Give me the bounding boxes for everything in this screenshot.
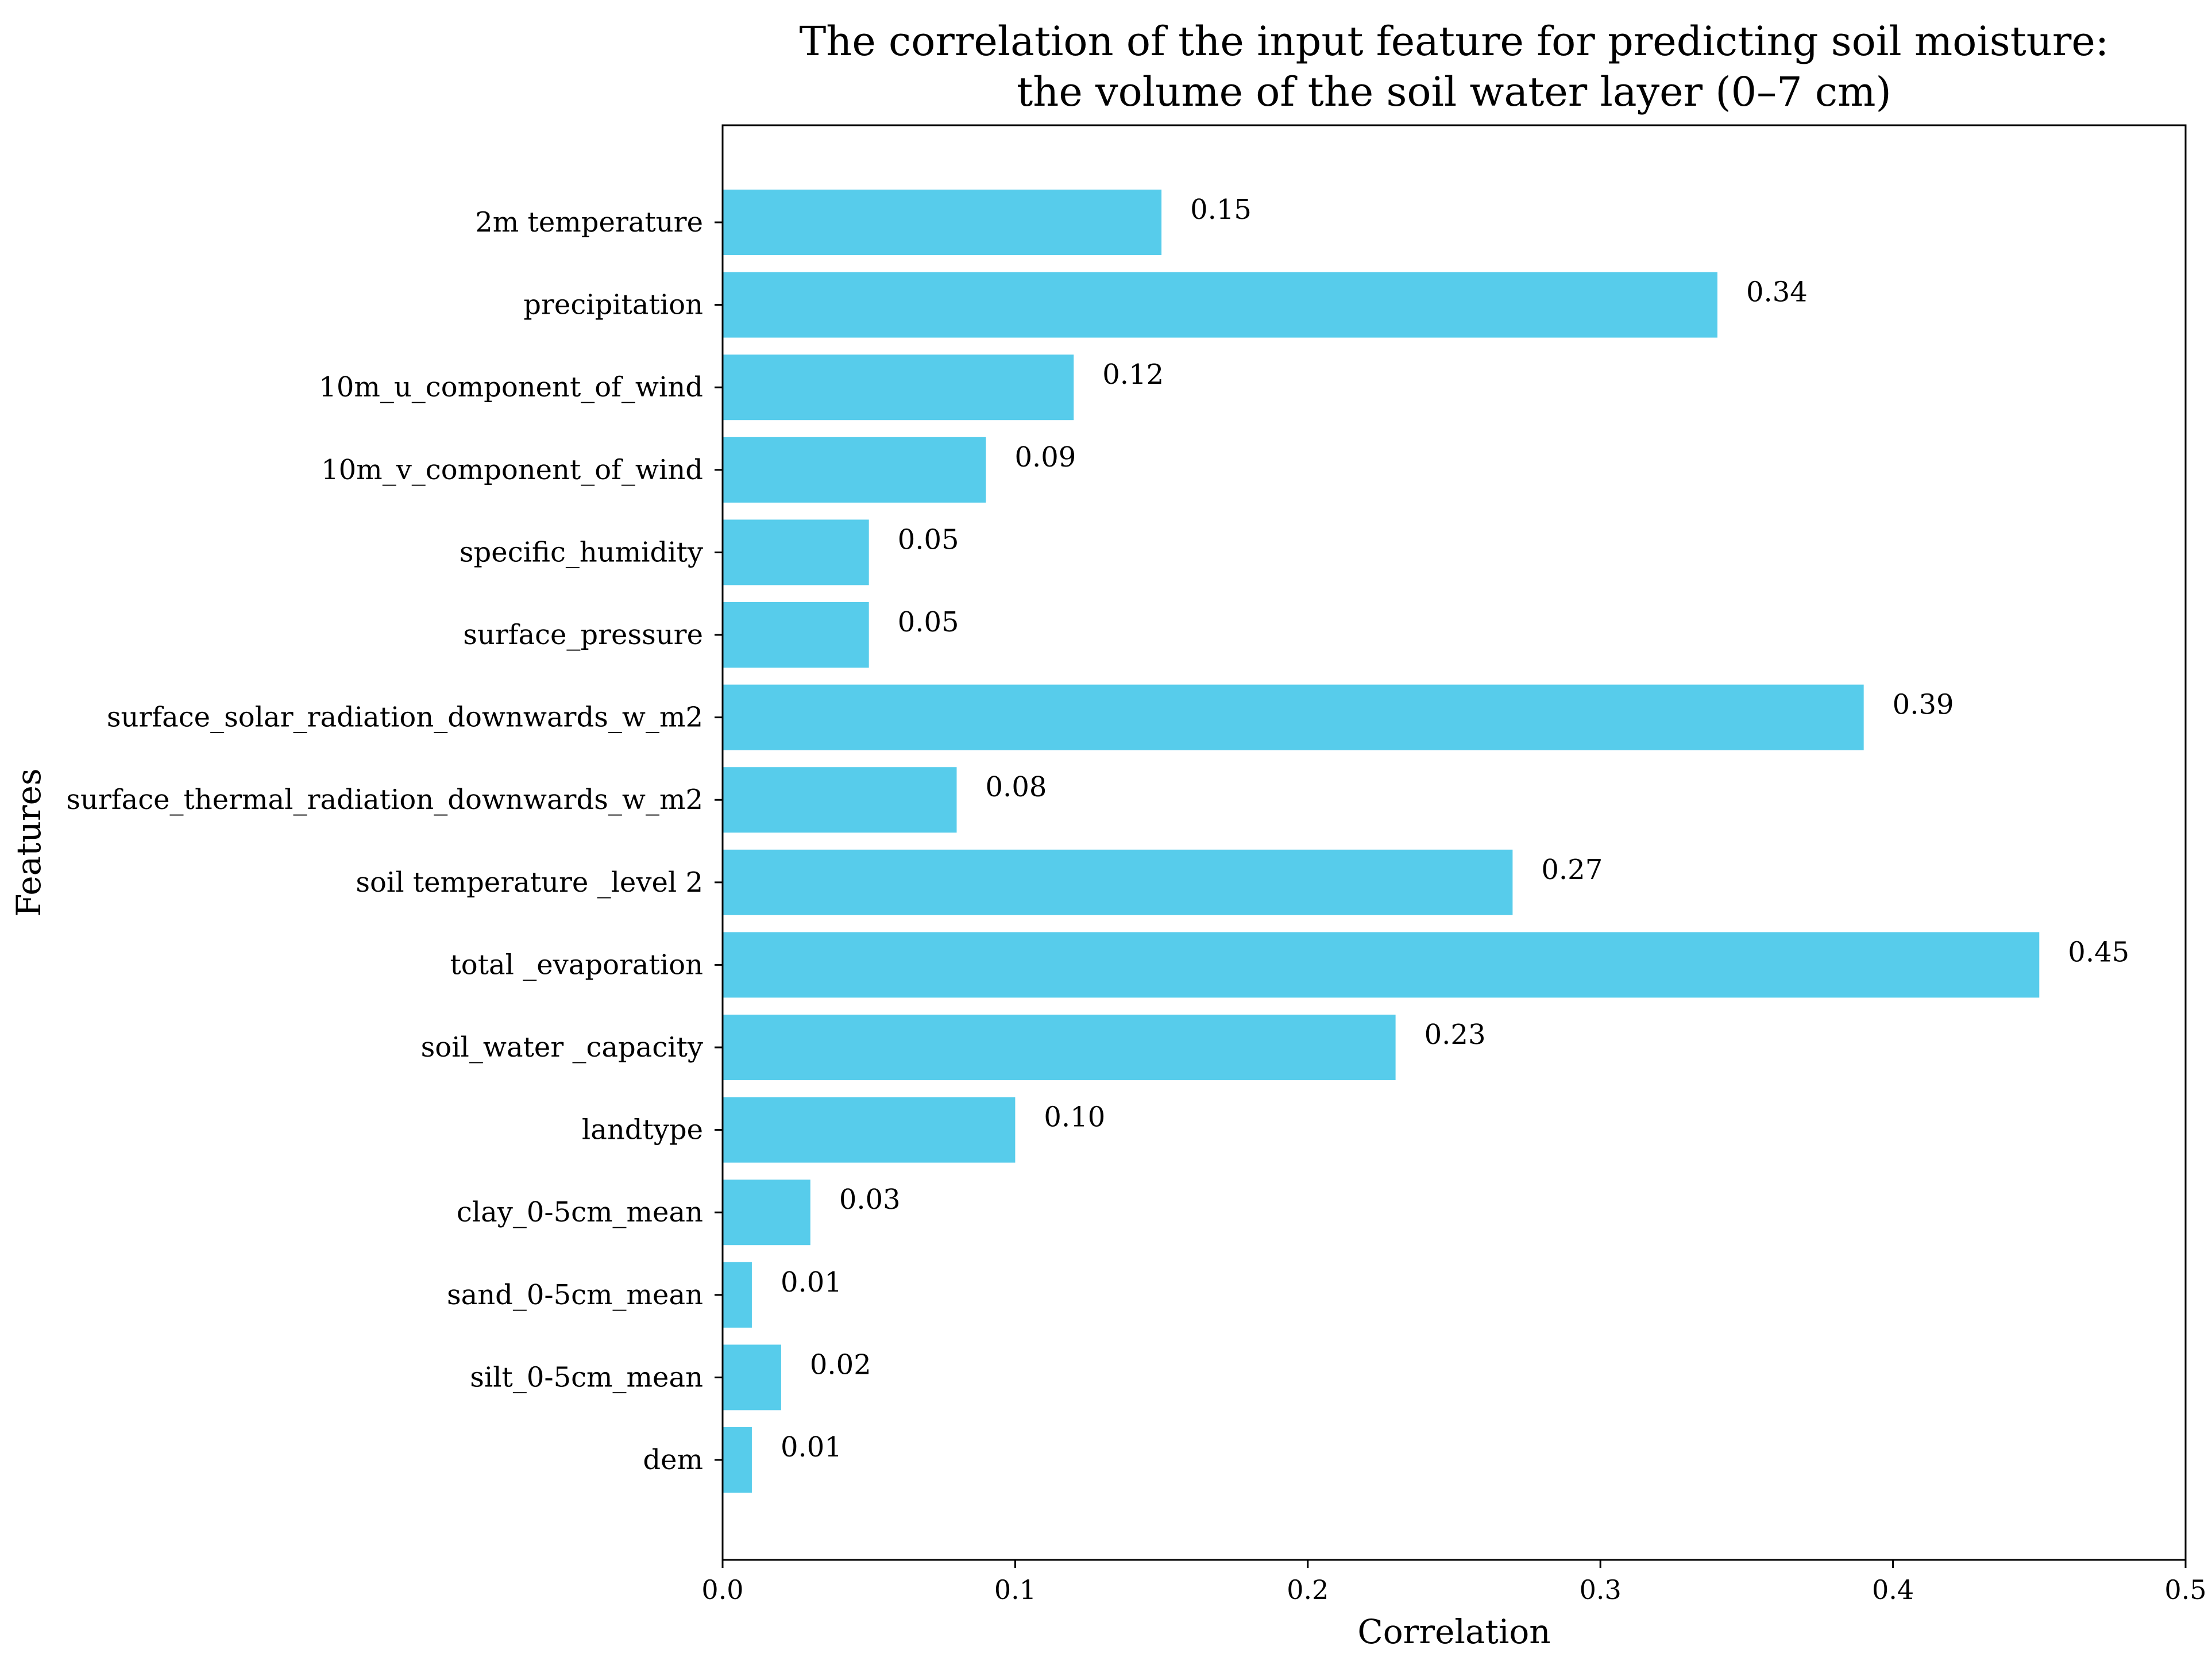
bar-14 — [723, 1344, 781, 1410]
category-label-0: 2m temperature — [475, 206, 703, 238]
category-label-10: soil_water _capacity — [421, 1031, 703, 1063]
value-label-7: 0.08 — [986, 771, 1047, 803]
bar-8 — [723, 849, 1513, 915]
chart-title-line-1: The correlation of the input feature for… — [800, 18, 2109, 65]
category-label-13: sand_0-5cm_mean — [447, 1279, 703, 1311]
value-label-8: 0.27 — [1541, 854, 1603, 886]
x-tick-label-3: 0.3 — [1580, 1574, 1622, 1605]
plot-area-frame — [721, 124, 2187, 1561]
bar-6 — [723, 684, 1864, 750]
bar-11 — [723, 1097, 1016, 1163]
category-label-15: dem — [643, 1444, 703, 1476]
bar-12 — [723, 1180, 810, 1246]
value-label-15: 0.01 — [781, 1431, 842, 1463]
value-label-3: 0.09 — [1014, 441, 1076, 473]
y-axis-category-labels: 2m temperature precipitation 10m_u_compone… — [66, 206, 723, 1476]
category-label-7: surface_thermal_radiation_downwards_w_m2 — [66, 784, 703, 816]
bar-4 — [723, 519, 869, 585]
value-label-9: 0.45 — [2068, 936, 2129, 968]
x-tick-label-0: 0.0 — [701, 1574, 743, 1605]
value-label-2: 0.12 — [1102, 359, 1164, 391]
bar-value-labels: 0.15 0.34 0.12 0.09 0.05 0.05 0.39 0.08 0.27 0.45… — [781, 194, 2129, 1463]
bars — [723, 190, 2040, 1493]
category-label-9: total _evaporation — [450, 949, 703, 981]
chart-title-line-2: the volume of the soil water layer (0–7 … — [1017, 68, 1891, 115]
value-label-5: 0.05 — [898, 606, 959, 638]
x-tick-label-4: 0.4 — [1872, 1574, 1914, 1605]
category-label-3: 10m_v_component_of_wind — [321, 454, 703, 486]
x-axis-ticks: 0.0 0.1 0.2 0.3 0.4 0.5 — [701, 1560, 2207, 1605]
category-label-1: precipitation — [523, 289, 703, 321]
category-label-2: 10m_u_component_of_wind — [319, 371, 703, 403]
bar-7 — [723, 767, 957, 833]
x-axis-label: Correlation — [1357, 1612, 1550, 1651]
category-label-6: surface_solar_radiation_downwards_w_m2 — [107, 702, 703, 734]
bar-10 — [723, 1015, 1396, 1080]
value-label-10: 0.23 — [1425, 1019, 1486, 1051]
category-label-5: surface_pressure — [463, 619, 703, 651]
bar-1 — [723, 272, 1717, 338]
value-label-0: 0.15 — [1190, 194, 1252, 226]
value-label-14: 0.02 — [810, 1348, 871, 1381]
bar-15 — [723, 1427, 752, 1493]
x-tick-label-5: 0.5 — [2164, 1574, 2206, 1605]
category-label-14: silt_0-5cm_mean — [470, 1361, 703, 1393]
x-tick-label-2: 0.2 — [1287, 1574, 1329, 1605]
category-label-11: landtype — [582, 1114, 703, 1146]
y-axis-label: Features — [9, 768, 48, 916]
chart-title: The correlation of the input feature for… — [800, 18, 2109, 115]
category-label-4: specific_humidity — [460, 536, 703, 568]
x-tick-label-1: 0.1 — [994, 1574, 1036, 1605]
value-label-4: 0.05 — [898, 523, 959, 556]
bar-3 — [723, 437, 986, 503]
bar-0 — [723, 190, 1162, 255]
bar-9 — [723, 932, 2040, 998]
bar-13 — [723, 1262, 752, 1328]
bar-5 — [723, 602, 869, 668]
value-label-12: 0.03 — [839, 1184, 901, 1216]
value-label-13: 0.01 — [781, 1266, 842, 1298]
value-label-1: 0.34 — [1746, 276, 1808, 309]
category-label-12: clay_0-5cm_mean — [457, 1196, 703, 1228]
bar-2 — [723, 354, 1074, 421]
value-label-6: 0.39 — [1893, 689, 1954, 721]
category-label-8: soil temperature _level 2 — [356, 866, 703, 899]
value-label-11: 0.10 — [1044, 1101, 1105, 1134]
